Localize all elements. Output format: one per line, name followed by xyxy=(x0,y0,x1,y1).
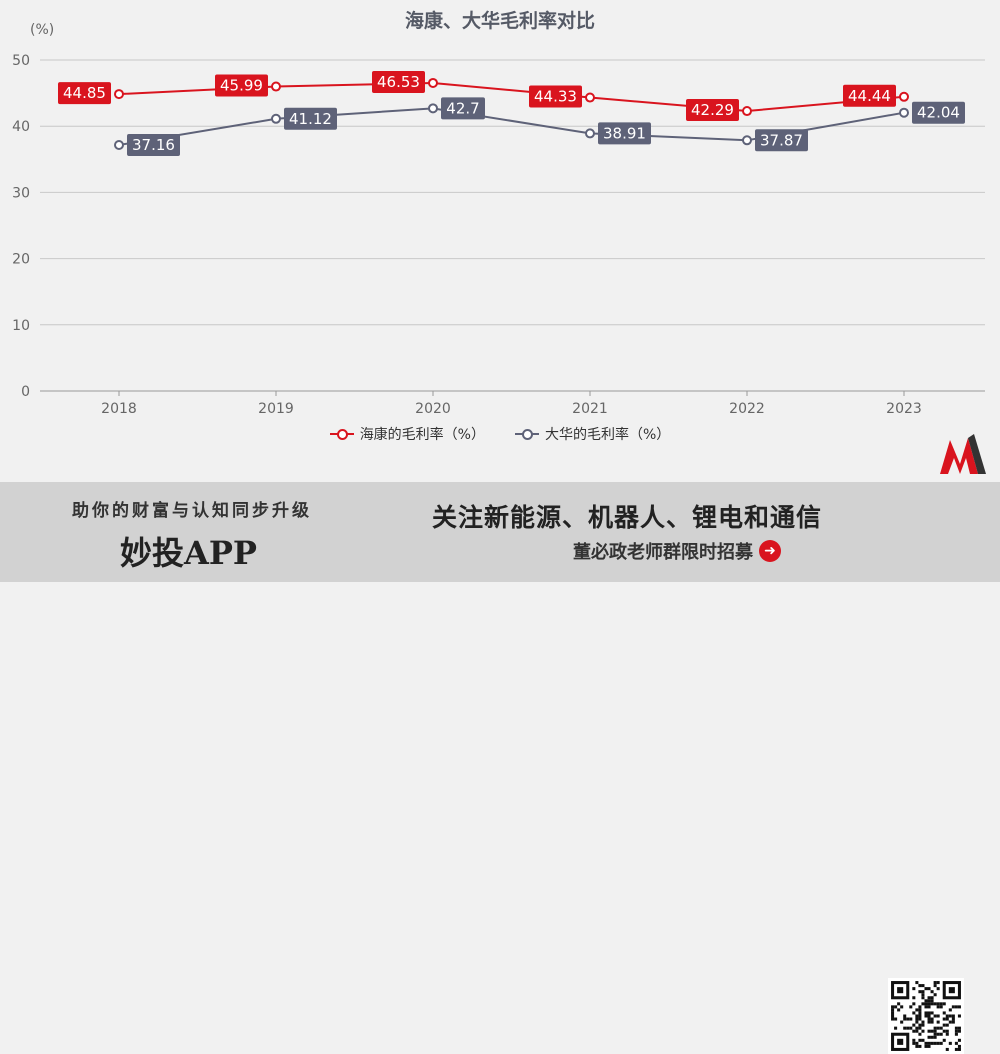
legend: 海康的毛利率（%） 大华的毛利率（%） xyxy=(0,424,1000,444)
data-label-dahua: 42.04 xyxy=(917,104,960,122)
x-tick-label: 2021 xyxy=(572,401,608,417)
data-point-hikvision xyxy=(271,81,281,92)
data-label-box-dahua xyxy=(441,97,485,120)
promo-banner[interactable]: 助你的财富与认知同步升级 妙投APP 关注新能源、机器人、锂电和通信 董必政老师… xyxy=(0,482,1000,1054)
banner-app-name: 妙投APP xyxy=(120,534,257,572)
chart-area: 海康、大华毛利率对比 (%) 0 10 20 30 40 50 2018 2019 2020 20… xyxy=(0,0,1000,478)
data-point-hikvision xyxy=(742,106,752,117)
data-label-box-dahua xyxy=(284,107,337,130)
data-point-dahua xyxy=(742,135,752,146)
qr-code-icon[interactable] xyxy=(888,978,964,1054)
data-label-hikvision: 42.29 xyxy=(691,101,734,119)
y-tick-label: 50 xyxy=(12,53,30,69)
legend-label-hikvision: 海康的毛利率（%） xyxy=(359,427,485,443)
y-tick-label: 40 xyxy=(12,119,30,135)
data-label-hikvision: 45.99 xyxy=(220,77,263,95)
data-point-hikvision xyxy=(585,92,595,103)
x-tick-label: 2023 xyxy=(886,401,922,417)
y-tick-label: 20 xyxy=(12,252,30,268)
data-point-dahua xyxy=(899,107,909,118)
x-tick-label: 2022 xyxy=(729,401,765,417)
data-label-box-hikvision xyxy=(686,99,739,122)
banner-recruit[interactable]: 董必政老师群限时招募 ➜ xyxy=(573,538,781,564)
data-label-box-hikvision xyxy=(215,74,268,97)
data-label-dahua: 38.91 xyxy=(603,124,646,142)
data-label-dahua: 37.16 xyxy=(132,136,175,154)
data-point-dahua xyxy=(271,113,281,124)
data-point-hikvision xyxy=(428,77,438,88)
legend-item-dahua[interactable]: 大华的毛利率（%） xyxy=(515,424,670,444)
x-tick-label: 2018 xyxy=(101,401,137,417)
data-label-hikvision: 44.33 xyxy=(534,88,577,106)
arrow-right-circle-icon: ➜ xyxy=(759,540,781,562)
m-logo-icon xyxy=(940,434,986,474)
data-label-box-hikvision xyxy=(372,70,425,93)
y-tick-label: 0 xyxy=(21,384,30,400)
data-label-hikvision: 44.44 xyxy=(848,87,891,105)
banner-recruit-text: 董必政老师群限时招募 xyxy=(573,542,753,563)
data-label-box-hikvision xyxy=(843,84,896,107)
banner-slogan: 助你的财富与认知同步升级 xyxy=(72,501,312,521)
data-label-dahua: 37.87 xyxy=(760,131,803,149)
data-point-hikvision xyxy=(114,89,124,100)
legend-marker-hikvision-icon xyxy=(329,428,354,440)
chart-title: 海康、大华毛利率对比 xyxy=(404,10,595,32)
line-chart: 0 10 20 30 40 50 2018 2019 2020 2021 2022 2023 44.85… xyxy=(12,53,985,417)
data-label-hikvision: 46.53 xyxy=(377,73,420,91)
data-label-box-hikvision xyxy=(529,85,582,108)
data-label-dahua: 42.7 xyxy=(446,99,479,117)
data-point-dahua xyxy=(585,128,595,139)
data-point-dahua xyxy=(114,140,124,151)
data-label-hikvision: 44.85 xyxy=(63,84,106,102)
legend-marker-dahua-icon xyxy=(515,428,539,440)
data-point-dahua xyxy=(428,103,438,114)
y-tick-label: 10 xyxy=(12,318,30,334)
data-label-box-hikvision xyxy=(58,82,111,105)
data-label-box-dahua xyxy=(755,129,808,152)
legend-item-hikvision[interactable]: 海康的毛利率（%） xyxy=(329,424,485,444)
legend-label-dahua: 大华的毛利率（%） xyxy=(545,427,671,443)
y-tick-label: 30 xyxy=(12,185,30,201)
data-label-dahua: 41.12 xyxy=(289,110,332,128)
data-label-box-dahua xyxy=(127,134,180,157)
y-axis-unit: (%) xyxy=(30,22,55,38)
data-point-hikvision xyxy=(899,91,909,102)
x-tick-label: 2020 xyxy=(415,401,451,417)
banner-topics: 关注新能源、机器人、锂电和通信 xyxy=(432,503,823,532)
x-tick-label: 2019 xyxy=(258,401,294,417)
data-label-box-dahua xyxy=(598,122,651,145)
data-label-box-dahua xyxy=(912,101,965,124)
